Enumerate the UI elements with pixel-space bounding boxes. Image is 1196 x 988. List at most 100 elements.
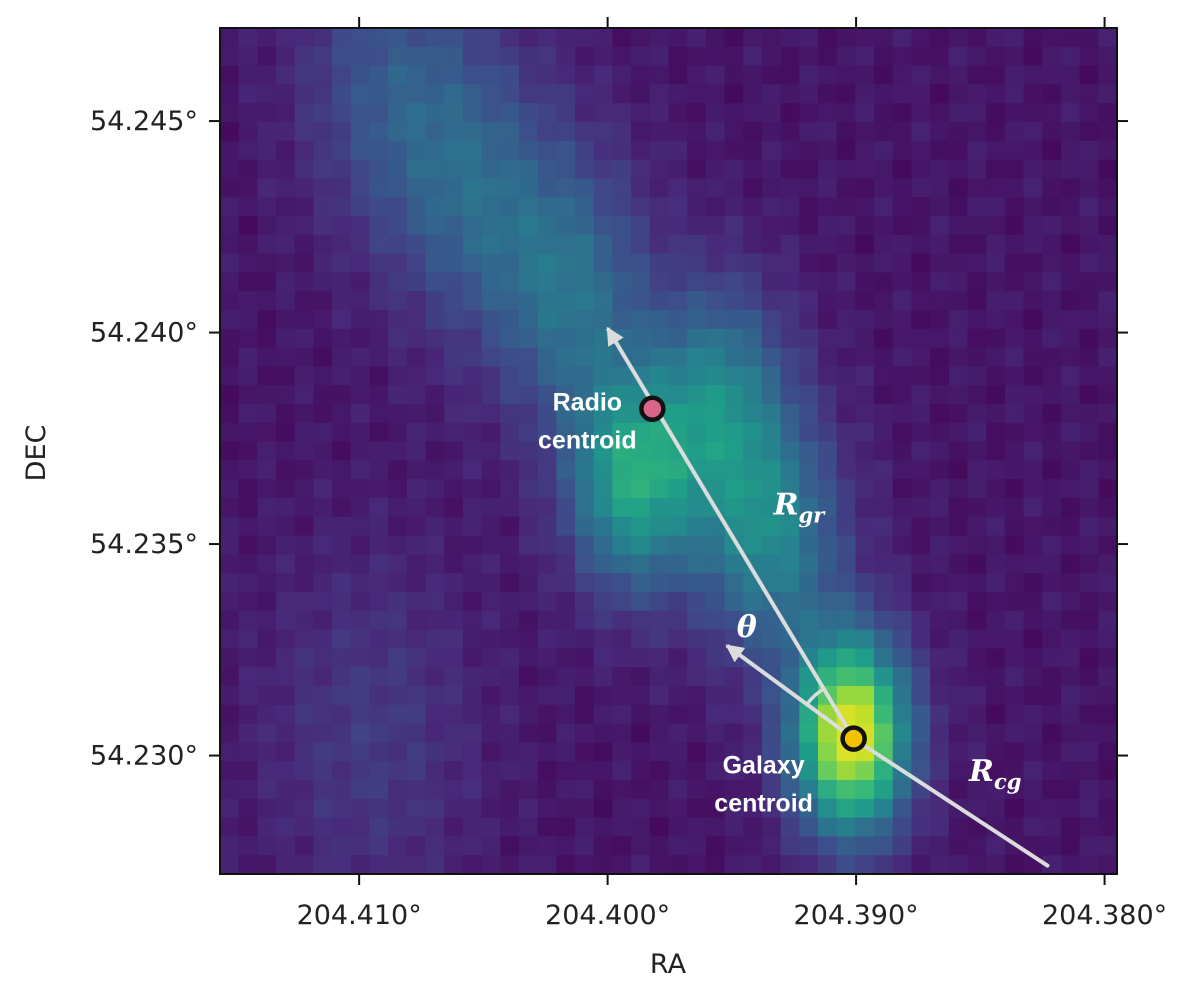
heatmap-cell — [836, 855, 856, 874]
heatmap-cell — [1079, 704, 1099, 725]
heatmap-cell — [668, 686, 688, 706]
heatmap-cell — [836, 178, 856, 198]
heatmap-cell — [761, 460, 782, 480]
heatmap-cell — [836, 441, 856, 461]
heatmap-cell — [481, 629, 501, 649]
heatmap-cell — [313, 535, 333, 555]
heatmap-cell — [369, 310, 389, 330]
heatmap-cell — [986, 516, 1006, 537]
heatmap-cell — [462, 704, 483, 725]
heatmap-cell — [575, 272, 595, 292]
heatmap-cell — [1042, 216, 1062, 236]
heatmap-cell — [1042, 479, 1062, 499]
heatmap-cell — [462, 84, 483, 104]
heatmap-cell — [425, 328, 445, 349]
heatmap-cell — [1023, 140, 1043, 161]
heatmap-cell — [500, 122, 520, 142]
heatmap-cell — [332, 554, 352, 574]
heatmap-cell — [1079, 347, 1099, 367]
heatmap-cell — [1004, 761, 1025, 781]
heatmap-cell — [836, 516, 856, 537]
heatmap-cell — [705, 667, 726, 687]
heatmap-cell — [911, 404, 931, 424]
heatmap-cell — [519, 159, 539, 179]
heatmap-cell — [313, 667, 333, 687]
heatmap-cell — [930, 648, 950, 668]
heatmap-cell — [350, 629, 371, 649]
heatmap-cell — [1079, 479, 1099, 499]
heatmap-cell — [631, 347, 651, 367]
heatmap-cell — [220, 855, 240, 874]
heatmap-cell — [1060, 723, 1081, 743]
heatmap-cell — [948, 385, 969, 405]
heatmap-cell — [631, 498, 651, 518]
heatmap-cell — [519, 780, 539, 800]
heatmap-cell — [350, 404, 371, 424]
heatmap-cell — [780, 460, 800, 480]
heatmap-cell — [1098, 197, 1117, 217]
heatmap-cell — [276, 817, 296, 837]
heatmap-cell — [313, 855, 333, 874]
heatmap-cell — [276, 272, 296, 292]
heatmap-cell — [761, 573, 782, 593]
heatmap-cell — [705, 592, 726, 612]
heatmap-cell — [724, 347, 744, 367]
heatmap-cell — [612, 253, 632, 273]
heatmap-cell — [631, 46, 651, 67]
heatmap-cell — [350, 498, 371, 518]
heatmap-cell — [332, 704, 352, 725]
heatmap-cell — [892, 28, 913, 48]
heatmap-cell — [874, 385, 894, 405]
heatmap-cell — [425, 197, 445, 217]
heatmap-cell — [1042, 573, 1062, 593]
heatmap-cell — [1004, 84, 1025, 104]
r-cg-line — [851, 736, 1050, 868]
heatmap-cell — [874, 422, 894, 443]
x-tick-label: 204.380° — [1042, 900, 1167, 931]
heatmap-cell — [537, 535, 557, 555]
heatmap-cell — [500, 28, 520, 48]
heatmap-cell — [462, 159, 483, 179]
heatmap-cell — [761, 648, 782, 668]
heatmap-cell — [761, 310, 782, 330]
heatmap-cell — [818, 65, 838, 85]
heatmap-cell — [649, 291, 670, 311]
heatmap-cell — [967, 610, 987, 631]
heatmap-cell — [1079, 610, 1099, 631]
heatmap-cell — [761, 629, 782, 649]
heatmap-cell — [761, 516, 782, 537]
heatmap-cell — [668, 65, 688, 85]
heatmap-cell — [799, 554, 819, 574]
heatmap-cell — [1098, 422, 1117, 443]
heatmap-cell — [369, 234, 389, 255]
heatmap-cell — [911, 817, 931, 837]
heatmap-cell — [911, 159, 931, 179]
heatmap-cell — [761, 498, 782, 518]
heatmap-cell — [724, 422, 744, 443]
heatmap-cell — [350, 328, 371, 349]
heatmap-cell — [705, 704, 726, 725]
heatmap-cell — [593, 159, 614, 179]
heatmap-cell — [593, 798, 614, 819]
heatmap-cell — [818, 573, 838, 593]
heatmap-cell — [220, 103, 240, 123]
heatmap-cell — [369, 272, 389, 292]
heatmap-cell — [556, 554, 576, 574]
heatmap-cell — [930, 347, 950, 367]
heatmap-cell — [892, 723, 913, 743]
heatmap-cell — [388, 498, 408, 518]
heatmap-cell — [705, 441, 726, 461]
heatmap-cell — [238, 610, 258, 631]
heatmap-cell — [556, 65, 576, 85]
heatmap-cell — [537, 28, 557, 48]
heatmap-cell — [444, 686, 464, 706]
heatmap-cell — [1042, 347, 1062, 367]
heatmap-cell — [1079, 366, 1099, 386]
heatmap-cell — [892, 197, 913, 217]
heatmap-cell — [462, 404, 483, 424]
heatmap-cell — [705, 817, 726, 837]
heatmap-cell — [705, 723, 726, 743]
heatmap-cell — [1079, 554, 1099, 574]
heatmap-cell — [500, 686, 520, 706]
heatmap-cell — [575, 855, 595, 874]
